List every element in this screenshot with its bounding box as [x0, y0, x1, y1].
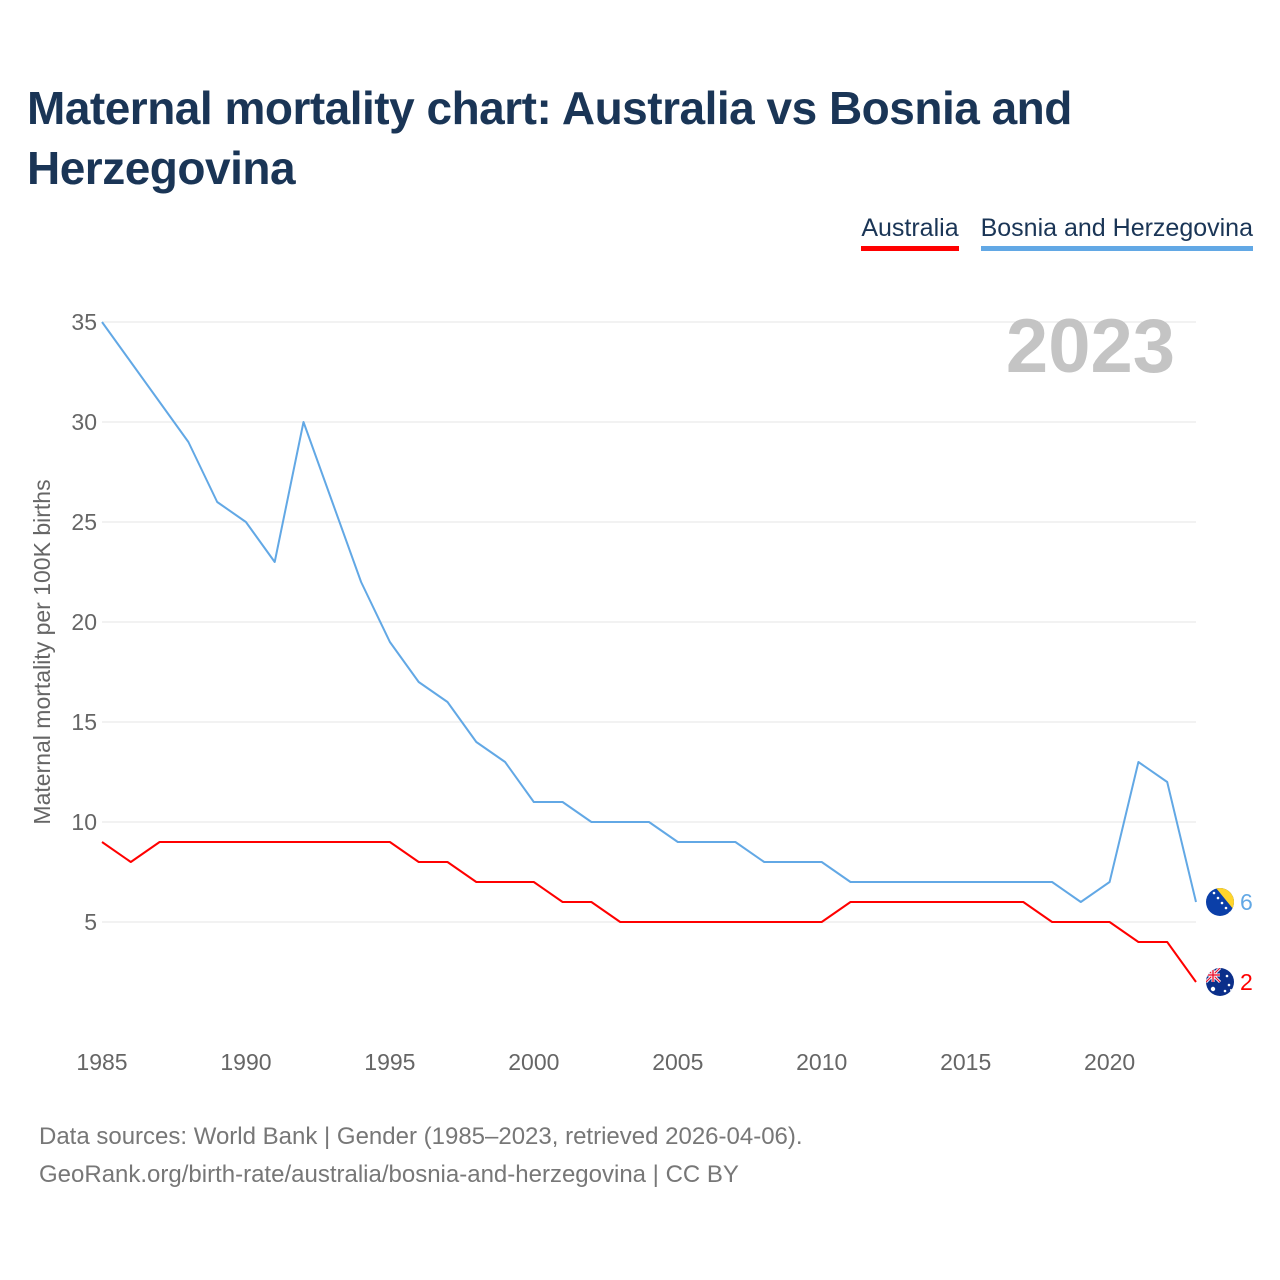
y-axis-ticks: 5 10 15 20 25 30 35 [71, 309, 97, 935]
credit-link[interactable]: GeoRank.org/birth-rate/australia/bosnia-… [39, 1161, 739, 1188]
y-axis-label: Maternal mortality per 100K births [29, 479, 55, 824]
y-tick-label: 5 [84, 909, 97, 935]
series-line-australia[interactable] [101, 841, 1197, 983]
bosnia-flag-icon [1206, 888, 1234, 916]
legend: Australia Bosnia and Herzegovina [861, 213, 1253, 251]
x-tick-label: 2010 [796, 1049, 847, 1075]
data-source-note: Data sources: World Bank | Gender (1985–… [39, 1123, 803, 1150]
end-label-bosnia: 6 [1240, 889, 1253, 915]
y-tick-label: 30 [71, 409, 97, 435]
x-tick-label: 1995 [364, 1049, 415, 1075]
legend-item-australia[interactable]: Australia [861, 213, 959, 251]
x-tick-label: 2005 [652, 1049, 703, 1075]
footer: Data sources: World Bank | Gender (1985–… [39, 1118, 803, 1194]
y-tick-label: 35 [71, 309, 97, 335]
y-tick-label: 15 [71, 709, 97, 735]
end-label-australia: 2 [1240, 969, 1253, 995]
gridlines [102, 321, 1196, 923]
chart-title: Maternal mortality chart: Australia vs B… [27, 82, 1072, 194]
x-tick-label: 1990 [220, 1049, 271, 1075]
x-tick-label: 2000 [508, 1049, 559, 1075]
y-tick-label: 20 [71, 609, 97, 635]
x-tick-label: 1985 [76, 1049, 127, 1075]
series-line-bosnia[interactable] [101, 321, 1197, 903]
x-tick-label: 2015 [940, 1049, 991, 1075]
series-lines [101, 321, 1197, 983]
legend-item-bosnia[interactable]: Bosnia and Herzegovina [980, 213, 1253, 251]
y-tick-label: 10 [71, 809, 97, 835]
x-axis-ticks: 1985 1990 1995 2000 2005 2010 2015 2020 [76, 1049, 1135, 1075]
y-tick-label: 25 [71, 509, 97, 535]
x-tick-label: 2020 [1084, 1049, 1135, 1075]
line-chart: 2023 5 10 15 20 25 30 35 1985 1990 1995 2000 2005 2… [29, 304, 1253, 1075]
year-overlay: 2023 [1006, 304, 1175, 389]
australia-flag-icon [1206, 968, 1234, 996]
